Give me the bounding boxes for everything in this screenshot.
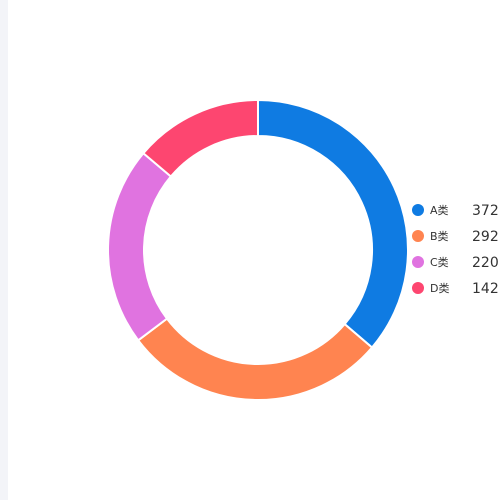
donut-slice-d[interactable] <box>141 98 259 178</box>
donut-slice-c[interactable] <box>107 151 173 342</box>
legend-value: 142 <box>472 281 499 297</box>
legend-marker <box>412 230 424 242</box>
left-edge-strip <box>0 0 8 500</box>
legend-marker <box>412 256 424 268</box>
legend-item[interactable]: B类 292 <box>412 229 499 245</box>
legend-marker <box>412 204 424 216</box>
legend-label: B类 <box>430 229 449 243</box>
donut-slice-a[interactable] <box>257 98 409 349</box>
legend-marker <box>412 282 424 294</box>
legend-item[interactable]: A类 372 <box>412 203 499 219</box>
legend-item[interactable]: D类 142 <box>412 281 499 297</box>
legend-label: D类 <box>430 281 449 295</box>
legend-value: 220 <box>472 255 499 271</box>
donut-slices <box>107 98 409 401</box>
legend-label: A类 <box>430 203 449 217</box>
legend: A类 372 B类 292 C类 220 D类 142 <box>412 203 499 297</box>
legend-item[interactable]: C类 220 <box>412 255 499 271</box>
donut-slice-b[interactable] <box>136 317 374 401</box>
legend-value: 372 <box>472 203 499 219</box>
legend-value: 292 <box>472 229 499 245</box>
legend-label: C类 <box>430 255 449 269</box>
